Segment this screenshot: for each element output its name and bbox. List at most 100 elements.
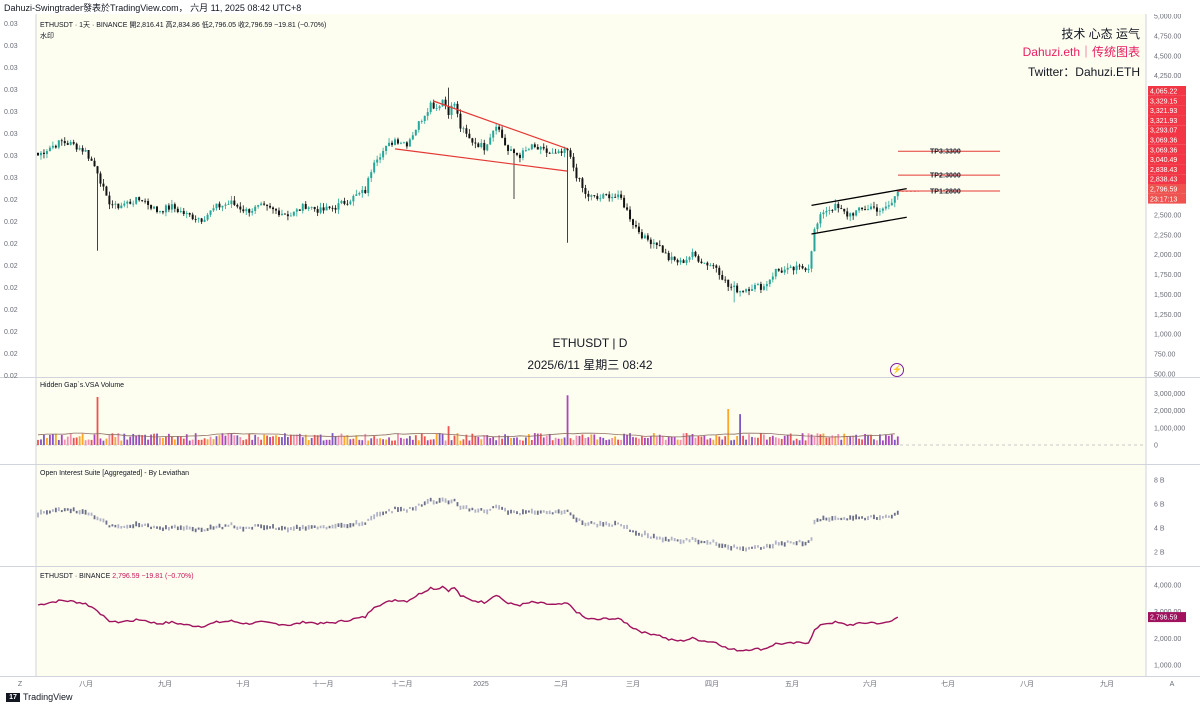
volume-bar <box>248 433 251 445</box>
oi-candle <box>364 522 367 525</box>
candle-body <box>682 260 685 263</box>
volume-bar <box>849 436 852 445</box>
chart-svg[interactable]: 5,000.00 4,750.00 4,500.00 4,250.00 4,000.00… <box>0 14 1200 690</box>
volume-bar <box>278 436 280 445</box>
oi-candle <box>795 541 798 546</box>
volume-bar <box>795 438 798 445</box>
price-tag-bg <box>1148 105 1186 116</box>
oi-candle <box>896 510 899 515</box>
volume-bar <box>590 434 593 445</box>
oi-candle <box>221 526 224 530</box>
candle-body <box>691 251 694 258</box>
oi-candle <box>456 502 459 507</box>
oi-candle <box>471 507 474 511</box>
volume-bar <box>682 433 685 445</box>
candle-body <box>545 148 548 153</box>
volume-bar <box>596 439 599 445</box>
oi-candle <box>495 504 498 509</box>
candle-body <box>266 204 269 206</box>
oi-candle <box>328 525 331 529</box>
candle-body <box>450 105 453 115</box>
volume-bar <box>417 440 420 445</box>
candle-body <box>617 194 620 198</box>
candle-body <box>325 206 328 211</box>
candle-body <box>539 146 542 150</box>
chart-area[interactable]: 5,000.00 4,750.00 4,500.00 4,250.00 4,000.00… <box>0 14 1200 690</box>
volume-bar <box>563 437 566 445</box>
volume-bar <box>453 435 456 445</box>
left-axis-label: 0.02 <box>4 329 18 336</box>
oi-candle <box>99 518 102 522</box>
tradingview-logo[interactable]: 17 TradingView <box>6 692 73 702</box>
candle-body <box>727 279 730 287</box>
candle-body <box>135 197 138 204</box>
oi-candle <box>304 526 307 531</box>
volume-bar <box>176 436 179 445</box>
candle-body <box>435 108 438 109</box>
volume-bar <box>551 440 554 445</box>
volume-bar <box>798 440 801 445</box>
compare-last-tag-bg <box>1148 612 1186 623</box>
volume-bar <box>709 438 712 445</box>
candle-body <box>792 266 795 271</box>
volume-bar <box>194 433 197 445</box>
oi-candle <box>673 538 676 542</box>
oi-candle <box>370 515 373 521</box>
oi-candle <box>504 507 506 512</box>
lightning-icon[interactable]: ⚡ <box>890 363 904 377</box>
oi-candle <box>394 506 396 510</box>
oi-candle <box>340 522 343 528</box>
volume-bar <box>349 439 352 445</box>
price-tag-label: 4,065.22 <box>1150 89 1177 96</box>
volume-bar <box>712 439 715 445</box>
volume-bar <box>542 437 545 445</box>
ohlc-legend: ETHUSDT · 1天 · BINANCE 開2,816.41 高2,834.… <box>40 20 326 30</box>
oi-candle <box>757 545 759 548</box>
volume-bar <box>450 440 453 445</box>
candle-body <box>593 195 596 196</box>
volume-bar <box>266 435 268 445</box>
candle-body <box>780 270 783 273</box>
volume-bar <box>545 435 548 445</box>
oi-candle <box>745 547 747 552</box>
volume-bar <box>310 437 313 445</box>
oi-candle <box>66 508 69 511</box>
volume-bar <box>138 434 141 445</box>
volume-bar <box>745 439 747 445</box>
oi-candle <box>712 539 715 543</box>
oi-candle <box>420 504 423 507</box>
oi-candle <box>105 520 108 525</box>
candle-body <box>679 260 682 263</box>
candle-body <box>37 152 39 156</box>
left-axis-label: 0.02 <box>4 219 18 226</box>
candle-body <box>167 205 170 210</box>
oi-candle <box>75 510 78 514</box>
candle-body <box>447 106 450 115</box>
candle-body <box>554 152 557 154</box>
oi-candle <box>165 525 167 530</box>
oi-candle <box>477 508 480 513</box>
oi-candle <box>596 523 599 528</box>
candle-body <box>114 203 117 205</box>
oi-candle <box>120 525 123 529</box>
candle-body <box>768 279 771 285</box>
oi-candle <box>587 522 590 526</box>
oi-candle <box>147 523 149 528</box>
oi-candle <box>765 543 768 548</box>
volume-bar <box>459 440 462 445</box>
oi-candle <box>170 525 173 529</box>
oi-candle <box>709 541 712 545</box>
volume-bar <box>355 435 358 445</box>
oi-candle <box>203 529 206 532</box>
candle-body <box>521 150 524 158</box>
target-label: TP2:3000 <box>930 173 961 180</box>
volume-bar <box>272 436 274 445</box>
candle-body <box>245 209 248 212</box>
candle-body <box>120 205 123 209</box>
volume-bar <box>343 436 346 445</box>
volume-bar <box>527 434 530 445</box>
oi-candle <box>783 542 786 547</box>
time-axis-label: 四月 <box>705 680 719 688</box>
oi-candle <box>593 522 596 525</box>
oi-candle <box>468 508 471 512</box>
